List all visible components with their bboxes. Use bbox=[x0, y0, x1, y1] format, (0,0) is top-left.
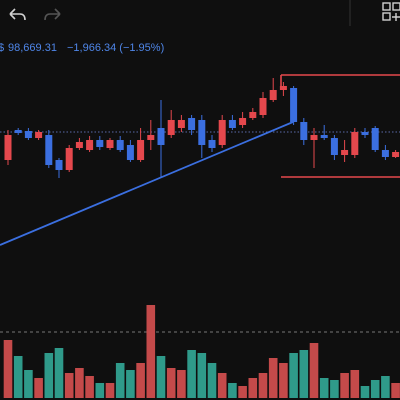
volume-bar bbox=[207, 363, 217, 398]
volume-bar bbox=[54, 348, 64, 398]
candle-body bbox=[147, 135, 155, 140]
volume-bar bbox=[95, 383, 105, 398]
volume-bar bbox=[44, 353, 54, 398]
candle-body bbox=[218, 120, 226, 145]
volume-bar bbox=[381, 376, 390, 398]
currency-glyph: $ bbox=[0, 42, 4, 54]
candle-body bbox=[86, 140, 94, 150]
candle-body bbox=[65, 148, 73, 170]
candle-body bbox=[157, 128, 165, 145]
candle-body bbox=[208, 140, 216, 148]
volume-bar bbox=[85, 376, 94, 398]
volume-bar bbox=[330, 380, 339, 398]
candle-body bbox=[239, 118, 247, 125]
candle-body bbox=[259, 98, 267, 115]
volume-bar bbox=[3, 340, 13, 398]
candle-body bbox=[279, 86, 287, 90]
volume-bar bbox=[350, 370, 360, 398]
volume-bar bbox=[146, 305, 156, 398]
candle-body bbox=[371, 128, 379, 150]
undo-button[interactable] bbox=[9, 8, 26, 21]
volume-bar bbox=[13, 356, 23, 398]
volume-bar bbox=[75, 368, 84, 398]
volume-bar bbox=[299, 350, 309, 398]
layout-button[interactable] bbox=[382, 2, 400, 21]
volume-bar bbox=[64, 373, 74, 398]
volume-bar bbox=[258, 373, 268, 398]
volume-bar bbox=[24, 370, 33, 398]
volume-bar bbox=[166, 368, 176, 398]
candle-body bbox=[310, 135, 318, 140]
price: 98,669.31 bbox=[8, 42, 57, 54]
volume-bar bbox=[126, 370, 135, 398]
candle-body bbox=[35, 132, 43, 138]
candle-body bbox=[75, 142, 83, 148]
candle-body bbox=[4, 135, 12, 160]
volume-bar bbox=[309, 343, 319, 398]
price-change: −1,966.34 (−1.95%) bbox=[67, 42, 164, 54]
trend-line bbox=[0, 121, 294, 246]
volume-bar bbox=[289, 353, 298, 398]
volume-bar bbox=[360, 386, 370, 398]
candle-body bbox=[24, 131, 32, 138]
candle-body bbox=[137, 140, 145, 160]
volume-bar bbox=[391, 383, 400, 398]
volume-bar bbox=[115, 363, 125, 398]
volume-bar bbox=[105, 383, 115, 398]
candle-body bbox=[167, 120, 175, 135]
volume-bar bbox=[248, 378, 258, 398]
candle-body bbox=[14, 130, 22, 133]
candle-body bbox=[228, 120, 236, 128]
candle-body bbox=[177, 120, 185, 128]
candle-body bbox=[126, 145, 134, 160]
candle-body bbox=[381, 150, 389, 157]
candle-body bbox=[96, 140, 104, 147]
volume-bar bbox=[34, 378, 43, 398]
volume-bar bbox=[340, 373, 349, 398]
candle-body bbox=[188, 118, 196, 130]
candle-body bbox=[269, 90, 277, 100]
candle-body bbox=[392, 152, 400, 157]
volume-bar bbox=[136, 363, 145, 398]
candle-body bbox=[45, 135, 53, 165]
candle-body bbox=[55, 160, 63, 170]
volume-bar bbox=[238, 386, 247, 398]
volume-bar bbox=[187, 350, 196, 398]
candle-body bbox=[341, 150, 349, 155]
volume-bar bbox=[370, 380, 380, 398]
volume-bar bbox=[319, 378, 329, 398]
candle-body bbox=[249, 112, 257, 118]
candle-body bbox=[351, 132, 359, 155]
candle-body bbox=[290, 88, 298, 122]
volume-bar bbox=[156, 356, 166, 398]
volume-bar bbox=[228, 383, 237, 398]
volume-bar bbox=[268, 358, 278, 398]
candle-body bbox=[361, 132, 369, 135]
volume-bar bbox=[197, 353, 207, 398]
candle-body bbox=[330, 138, 338, 155]
candle-body bbox=[116, 140, 124, 150]
candle-body bbox=[300, 122, 308, 140]
volume-bar bbox=[279, 363, 288, 398]
redo-button[interactable] bbox=[44, 8, 61, 21]
candle-body bbox=[106, 140, 114, 148]
volume-bar bbox=[177, 370, 186, 398]
candle-body bbox=[198, 120, 206, 145]
volume-bar bbox=[217, 373, 227, 398]
candle-body bbox=[320, 135, 328, 138]
